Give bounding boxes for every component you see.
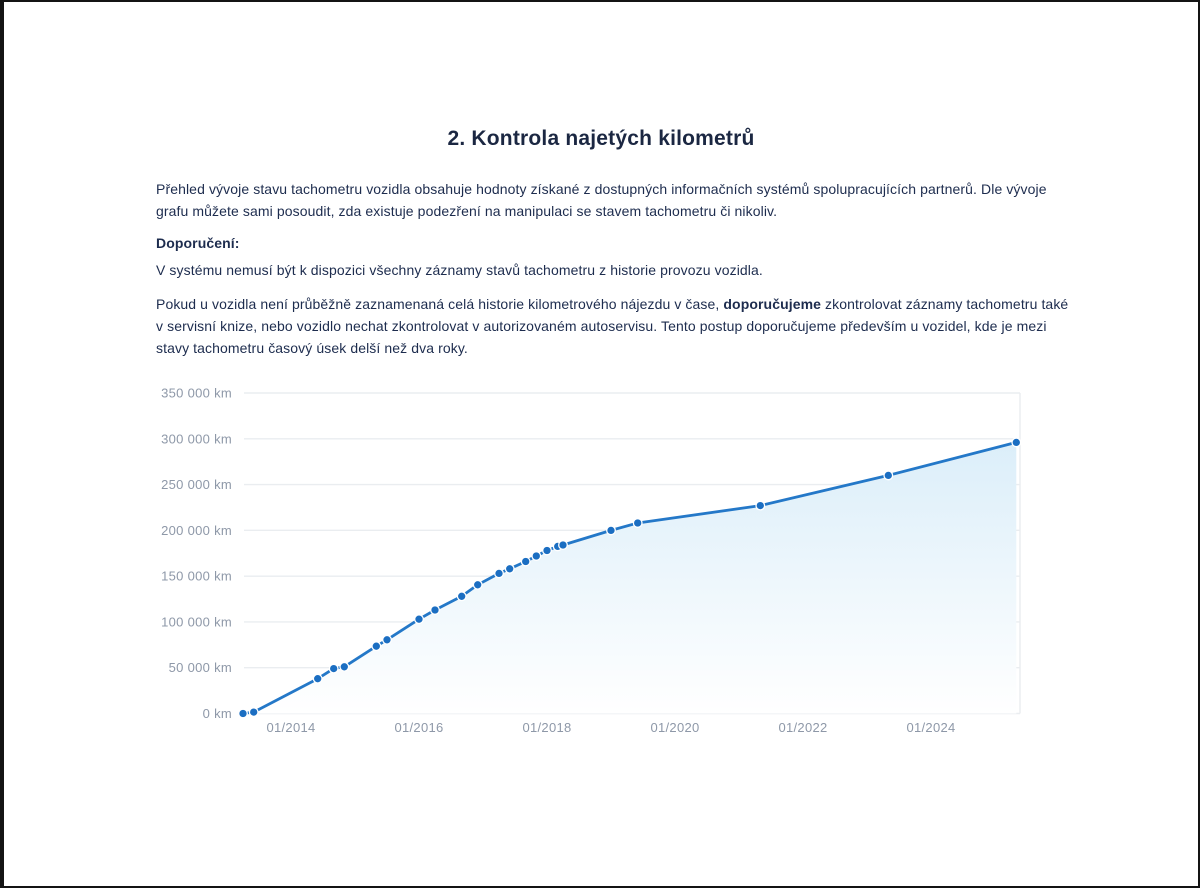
data-point-dot — [414, 614, 424, 625]
advice-line1-post: zkontrolovat záznamy tachometru také — [821, 296, 1069, 312]
advice-paragraph: Pokud u vozidla není průběžně zaznamenan… — [156, 293, 1086, 359]
data-point-dot — [312, 673, 323, 684]
data-point-dot — [520, 556, 531, 567]
intro-line-1: Přehled vývoje stavu tachometru vozidla … — [156, 181, 1047, 197]
y-tick-label: 250 000 km — [161, 477, 232, 492]
x-tick-label: 01/2018 — [522, 720, 571, 735]
data-point-dot — [632, 518, 643, 528]
advice-line-2: v servisní knize, nebo vozidlo nechat zk… — [156, 318, 1047, 334]
data-point-dot — [883, 470, 894, 481]
data-point-dot — [328, 663, 339, 674]
odometer-area — [243, 442, 1017, 714]
data-point-dot — [1011, 437, 1022, 448]
data-point-dot — [472, 579, 483, 590]
availability-note: V systému nemusí být k dispozici všechny… — [156, 262, 763, 278]
data-point-dot — [371, 641, 382, 652]
intro-line-2: grafu můžete sami posoudit, zda existuje… — [156, 203, 778, 219]
y-tick-label: 0 km — [203, 706, 232, 721]
recommendation-label: Doporučení: — [156, 235, 240, 251]
y-tick-label: 300 000 km — [161, 431, 232, 446]
data-point-dot — [558, 540, 568, 550]
data-point-dot — [531, 551, 542, 561]
data-point-dot — [456, 591, 467, 602]
data-point-dot — [430, 605, 440, 615]
x-tick-label: 01/2022 — [778, 720, 827, 735]
data-point-dot — [238, 708, 248, 719]
x-tick-label: 01/2024 — [906, 720, 955, 735]
y-tick-label: 150 000 km — [161, 569, 232, 584]
y-tick-label: 200 000 km — [161, 523, 232, 538]
y-tick-label: 50 000 km — [169, 660, 232, 675]
advice-line1-bold: doporučujeme — [723, 296, 822, 312]
data-point-dot — [382, 634, 392, 645]
data-point-dot — [755, 500, 766, 511]
x-tick-label: 01/2014 — [266, 720, 315, 735]
x-tick-label: 01/2016 — [394, 720, 443, 735]
y-tick-label: 100 000 km — [161, 614, 232, 629]
advice-line-3: stavy tachometru časový úsek delší než d… — [156, 340, 468, 356]
odometer-chart-svg: 0 km 50 000 km 100 000 km 150 000 km 200 000… — [161, 386, 1022, 735]
data-point-dot — [504, 563, 515, 574]
advice-line-1: Pokud u vozidla není průběžně zaznamenan… — [156, 293, 1086, 315]
data-point-dot — [542, 545, 552, 556]
section-title: 2. Kontrola najetých kilometrů — [447, 127, 755, 150]
intro-paragraph: Přehled vývoje stavu tachometru vozidla … — [156, 178, 1086, 222]
data-point-dot — [494, 568, 504, 579]
data-point-dot — [606, 525, 616, 536]
data-point-dot — [339, 661, 350, 672]
y-tick-label: 350 000 km — [161, 386, 232, 401]
odometer-chart: 0 km 50 000 km 100 000 km 150 000 km 200 000… — [4, 377, 1198, 757]
x-tick-label: 01/2020 — [650, 720, 699, 735]
data-point-dot — [248, 707, 259, 718]
advice-line1-pre: Pokud u vozidla není průběžně zaznamenan… — [156, 296, 724, 312]
